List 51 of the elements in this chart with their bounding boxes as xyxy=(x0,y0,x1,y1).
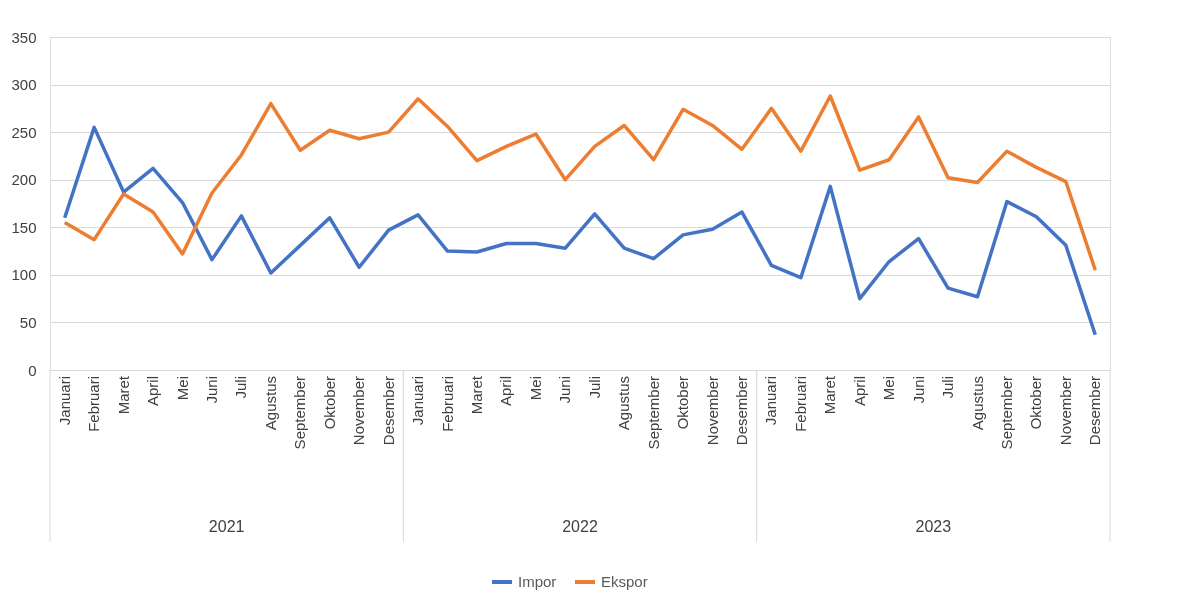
x-tick-label: Oktober xyxy=(674,376,692,430)
line-series xyxy=(62,94,1098,272)
x-tick-label: September xyxy=(291,376,309,450)
x-tick-label: Agustus xyxy=(968,376,986,431)
legend-label: Impor xyxy=(518,573,557,590)
x-tick-label: November xyxy=(703,376,721,446)
y-tick-label: 200 xyxy=(11,171,37,189)
x-tick-label: Februari xyxy=(85,376,103,432)
x-tick-label: Maret xyxy=(467,375,485,415)
y-tick-label: 150 xyxy=(11,218,37,236)
x-tick-label: Mei xyxy=(880,376,898,401)
x-tick-label: Juli xyxy=(232,376,250,399)
text: 2022 xyxy=(562,518,598,535)
line-series xyxy=(62,125,1098,337)
x-tick-label: September xyxy=(997,376,1015,450)
x-tick-label: Desember xyxy=(379,376,397,446)
x-tick-label: Juni xyxy=(909,376,927,404)
x-tick-label: April xyxy=(497,376,515,407)
x-tick-label: September xyxy=(644,376,662,450)
x-tick-label: Oktober xyxy=(320,376,338,430)
x-tick-label: April xyxy=(144,376,162,407)
x-tick-label: April xyxy=(850,376,868,407)
y-tick-label: 0 xyxy=(28,361,37,379)
x-tick-label: Mei xyxy=(526,376,544,401)
x-tick-label: Maret xyxy=(114,375,132,415)
x-tick-label: Desember xyxy=(1086,376,1104,446)
x-tick-label: Desember xyxy=(732,376,750,446)
x-tick-label: November xyxy=(350,376,368,446)
y-tick-label: 100 xyxy=(11,266,37,284)
x-tick-label: Oktober xyxy=(1027,376,1045,430)
y-tick-label: 350 xyxy=(11,28,37,46)
legend-label: Ekspor xyxy=(601,573,648,590)
x-tick-label: November xyxy=(1056,376,1074,446)
x-tick-label: Januari xyxy=(55,376,73,426)
y-tick-label: 250 xyxy=(11,123,37,141)
x-tick-label: Januari xyxy=(409,376,427,426)
text: 2021 xyxy=(208,518,245,535)
x-tick-label: Februari xyxy=(438,376,456,432)
y-tick-label: 300 xyxy=(11,76,37,94)
x-tick-label: Juni xyxy=(556,376,574,404)
x-tick-label: Juli xyxy=(939,376,957,399)
x-tick-label: Agustus xyxy=(261,376,279,431)
x-tick-label: Agustus xyxy=(615,376,633,431)
y-tick-label: 50 xyxy=(19,313,37,331)
x-tick-label: Juli xyxy=(585,376,603,399)
text: 2023 xyxy=(915,518,952,535)
x-tick-label: Februari xyxy=(791,376,809,432)
x-tick-label: Januari xyxy=(762,376,780,426)
x-tick-label: Mei xyxy=(173,376,191,401)
x-tick-label: Maret xyxy=(821,375,839,415)
x-tick-label: Juni xyxy=(202,376,220,404)
